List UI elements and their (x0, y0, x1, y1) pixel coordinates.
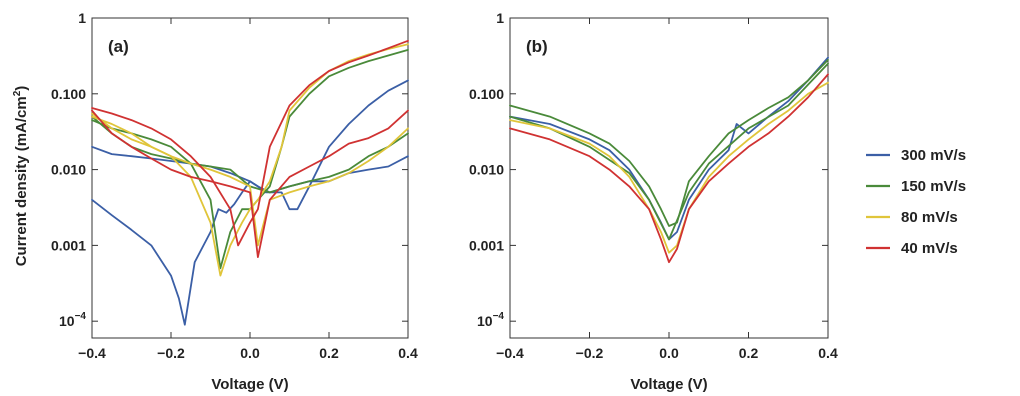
panel-b-x-tick-label: 0.2 (739, 345, 759, 361)
panel-a-y-tick-label: 0.010 (51, 162, 86, 178)
panel-a-series-group (91, 39, 409, 326)
panel-a-y-tick-label: 1 (78, 10, 86, 26)
panel-a-frame (91, 17, 409, 339)
panel-a-y-axis-title-main: Current density (mA/cm (13, 96, 30, 266)
panel-a-y-axis-title: Current density (mA/cm2) (12, 86, 30, 267)
panel-b-y-tick-label: 1 (496, 10, 504, 26)
panel-a-y-tick-label: 0.001 (51, 237, 86, 253)
panel-a-chart: −0.4 −0.2 0.0 0.2 0.4 1 0.100 0.010 0.001 10−4 (a… (12, 10, 418, 393)
panel-b-series-40-mv-s4 (509, 73, 829, 264)
panel-a-series-40-mv-s6 (91, 39, 409, 247)
legend-label: 80 mV/s (901, 209, 958, 226)
panel-b-axis-ticks: −0.4 −0.2 0.0 0.2 0.4 1 0.100 0.010 0.001 10−4 (469, 10, 838, 361)
panel-a-series-80-mv-s5 (91, 112, 409, 247)
panel-a-y-tick-label: 0.100 (51, 86, 86, 102)
panel-a-x-tick-label: −0.4 (78, 345, 106, 361)
panel-b-series-group (509, 56, 829, 264)
panel-b-y-tick-label: 0.010 (469, 162, 504, 178)
panel-b-label: (b) (526, 37, 548, 56)
panel-b-frame (509, 17, 829, 339)
panel-a-y-tick-label: 10−4 (59, 311, 86, 329)
panel-a-y-axis-title-end: ) (13, 86, 30, 91)
panel-a-x-axis-title: Voltage (V) (211, 376, 288, 393)
panel-b-y-tick-label: 10−4 (477, 311, 504, 329)
panel-b-series-150-mv-s2 (509, 62, 829, 241)
panel-a-y-axis-title-sup: 2 (12, 90, 23, 96)
panel-a-axis-ticks: −0.4 −0.2 0.0 0.2 0.4 1 0.100 0.010 0.001 10−4 (51, 10, 418, 361)
legend: 300 mV/s 150 mV/s 80 mV/s 40 mV/s (866, 147, 966, 257)
panel-b-x-tick-label: −0.2 (576, 345, 604, 361)
panel-b-x-axis-title: Voltage (V) (630, 376, 707, 393)
panel-b-y-tick-label: 0.001 (469, 237, 504, 253)
panel-b-x-tick-label: −0.4 (496, 345, 524, 361)
panel-b-y-tick-label: 0.100 (469, 86, 504, 102)
panel-a-series-80-mv-s4 (91, 43, 409, 277)
panel-b-chart: −0.4 −0.2 0.0 0.2 0.4 1 0.100 0.010 0.001 10−4 (b… (469, 10, 838, 393)
panel-a-series-300-mv-s1 (91, 145, 409, 194)
panel-a-series-300-mv-s0 (91, 79, 409, 326)
legend-label: 150 mV/s (901, 178, 966, 195)
panel-a-x-tick-label: 0.4 (398, 345, 418, 361)
panel-b-series-300-mv-s0 (509, 56, 829, 241)
legend-label: 40 mV/s (901, 240, 958, 257)
panel-b-series-80-mv-s3 (509, 81, 829, 254)
panel-a-label: (a) (108, 37, 129, 56)
panel-a-x-tick-label: 0.2 (319, 345, 339, 361)
panel-b-x-tick-label: 0.4 (818, 345, 838, 361)
panel-b-x-tick-label: 0.0 (659, 345, 679, 361)
panel-a-x-tick-label: −0.2 (157, 345, 185, 361)
legend-label: 300 mV/s (901, 147, 966, 164)
panel-a-x-tick-label: 0.0 (240, 345, 260, 361)
panel-a-series-40-mv-s7 (91, 109, 409, 259)
